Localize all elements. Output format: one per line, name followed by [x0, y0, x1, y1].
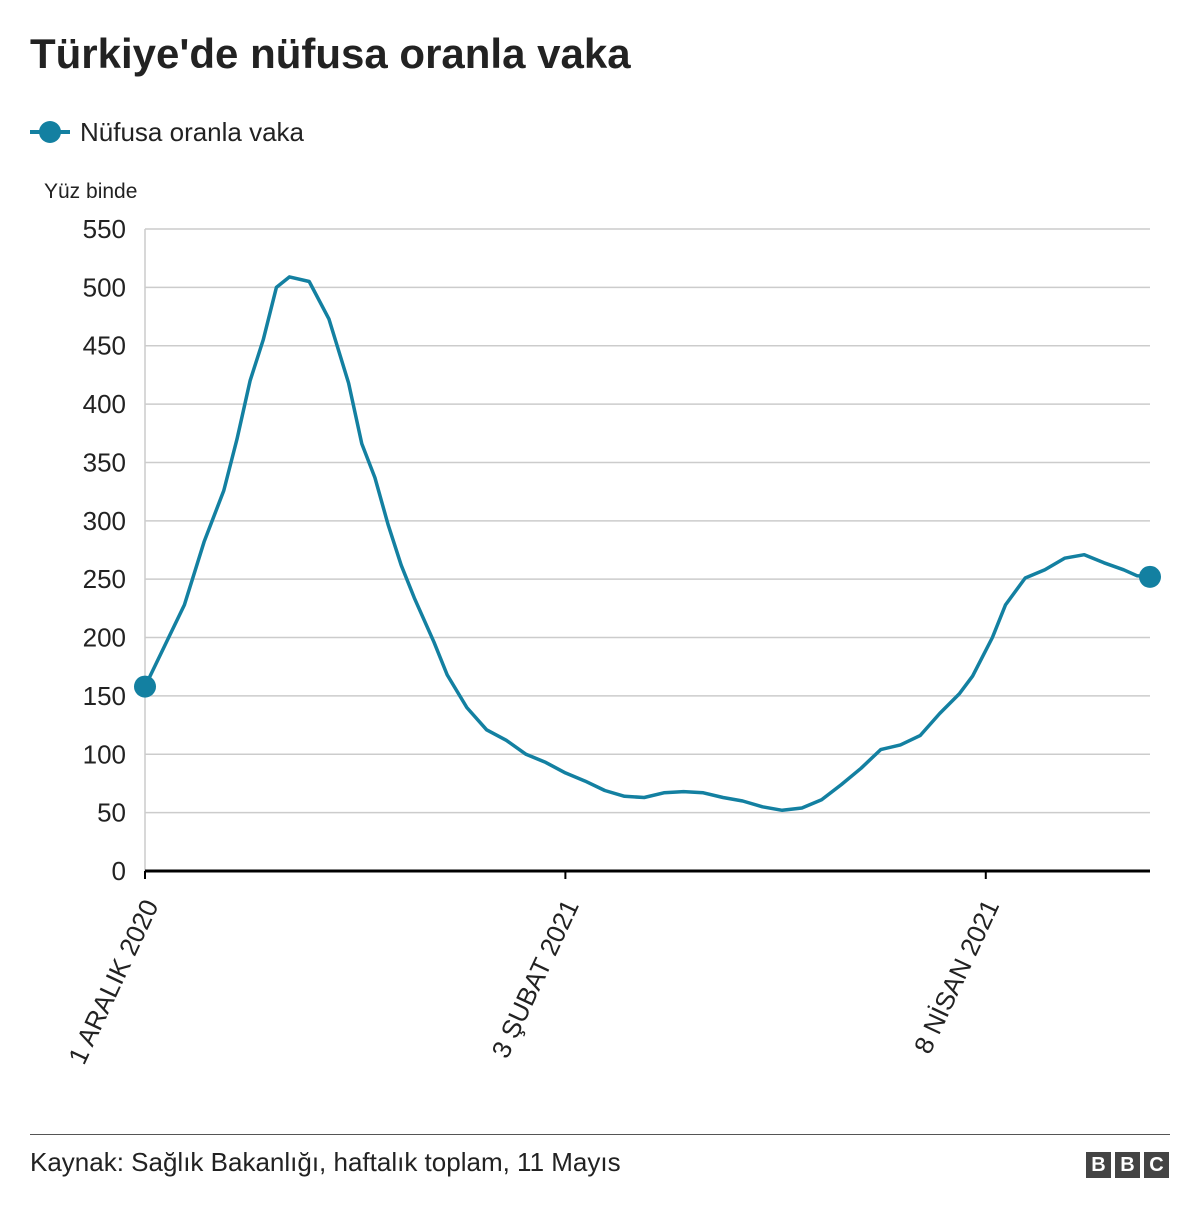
y-tick-label: 250: [83, 564, 126, 594]
chart-title: Türkiye'de nüfusa oranla vaka: [30, 30, 631, 77]
y-tick-label: 450: [83, 331, 126, 361]
y-tick-label: 100: [83, 739, 126, 769]
series-line: [143, 275, 1152, 813]
x-tick-label: 1 ARALIK 2020: [62, 895, 164, 1069]
y-tick-label: 350: [83, 447, 126, 477]
legend-marker-icon: [30, 112, 70, 152]
series-end-point: [1139, 565, 1161, 588]
line-chart: Yüz binde 0 50 100 150 200 250 300 350 400 450 500 5…: [44, 180, 1161, 1069]
logo-letter: B: [1086, 1152, 1111, 1178]
legend-label: Nüfusa oranla vaka: [80, 116, 305, 147]
y-tick-label: 400: [83, 389, 126, 419]
y-tick-label: 300: [83, 506, 126, 536]
legend: Nüfusa oranla vaka: [30, 112, 304, 152]
y-tick-label: 500: [83, 272, 126, 302]
x-tick-label: 3 ŞUBAT 2021: [485, 895, 584, 1063]
logo-letter: C: [1144, 1152, 1169, 1178]
legend-dot: [39, 121, 61, 143]
footer-divider: [30, 1134, 1170, 1135]
y-tick-label: 550: [83, 214, 126, 244]
bbc-logo: B B C: [1086, 1152, 1169, 1178]
logo-letter: B: [1115, 1152, 1140, 1178]
series-start-point: [134, 675, 156, 698]
y-tick-label: 0: [112, 856, 126, 886]
source-note: Kaynak: Sağlık Bakanlığı, haftalık topla…: [30, 1147, 621, 1177]
x-tick-label: 8 NİSAN 2021: [908, 895, 1005, 1058]
y-tick-label: 150: [83, 681, 126, 711]
y-tick-label: 50: [97, 798, 126, 828]
y-axis-label: Yüz binde: [44, 180, 137, 203]
y-tick-label: 200: [83, 623, 126, 653]
